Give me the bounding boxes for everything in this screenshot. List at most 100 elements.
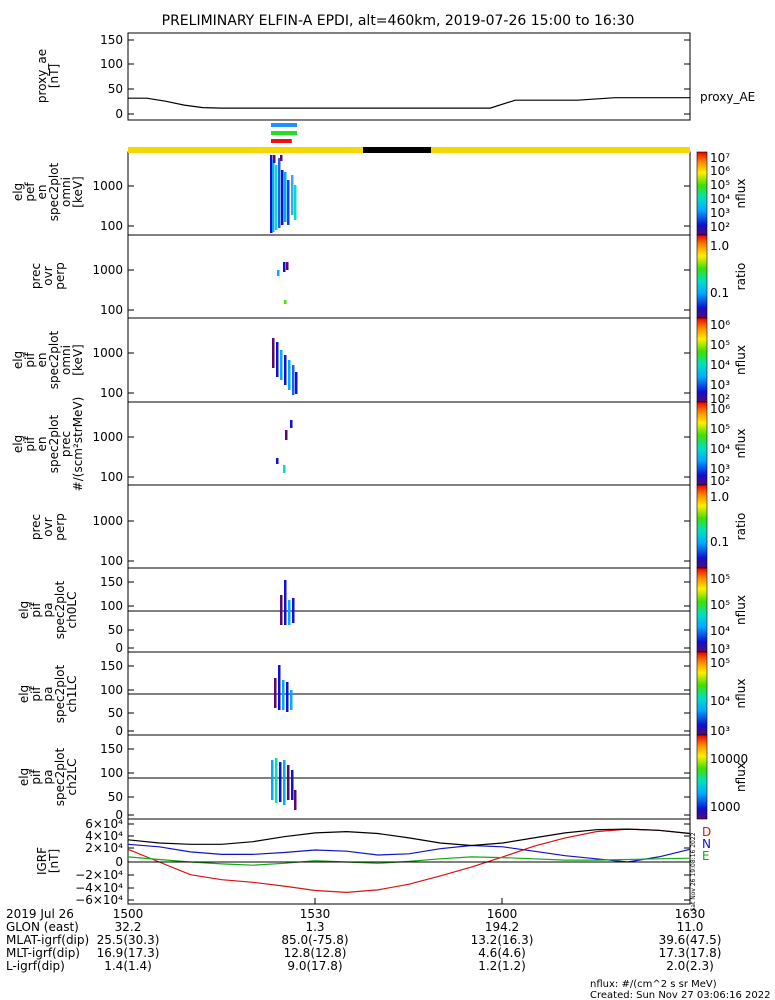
- row-value: 16.9(17.3): [97, 946, 160, 960]
- heatmap-cell: [277, 270, 280, 276]
- heatmap-cell: [284, 355, 287, 385]
- heatmap-cell: [280, 155, 283, 161]
- colorbar-title: nflux: [734, 429, 748, 459]
- panel-frame: [127, 401, 691, 486]
- heatmap-cell: [294, 185, 297, 220]
- panel-pef_omni: 1000100elgpefenspec2plotomni[keV]10⁷10⁶1…: [11, 151, 748, 236]
- y-tick-label: −2×10⁴: [75, 868, 123, 882]
- colorbar-tick-label: 10⁵: [710, 656, 730, 670]
- y-axis-label: elg: [11, 435, 25, 453]
- colorbar-tick-label: 1000: [710, 800, 741, 814]
- y-tick-label: 150: [100, 575, 123, 589]
- heatmap-cell: [282, 680, 285, 710]
- row-value: 1.4(1.4): [104, 959, 152, 973]
- y-axis-label: elg: [17, 685, 31, 703]
- units-note: nflux: #/(cm^2 s sr MeV): [590, 979, 717, 990]
- colorbar-tick-label: 10³: [710, 724, 730, 738]
- heatmap-cell: [276, 342, 279, 377]
- y-axis-label: pef: [23, 182, 37, 202]
- row-value: 4.6(4.6): [478, 946, 526, 960]
- y-tick-label: 100: [100, 219, 123, 233]
- colorbar-tick-label: 10⁶: [710, 402, 730, 416]
- x-tick-label: 1600: [487, 907, 518, 921]
- colorbar-tick-label: 10⁴: [710, 192, 730, 206]
- series-line-n: [127, 843, 691, 863]
- status-bars: [128, 123, 690, 153]
- row-value: 11.0: [677, 920, 704, 934]
- panel-frame: [127, 32, 691, 121]
- y-tick-label: 0: [115, 641, 123, 655]
- y-axis-label: [nT]: [47, 64, 61, 88]
- y-axis-label: elg: [11, 183, 25, 201]
- y-axis-label: elg: [17, 601, 31, 619]
- y-axis-label: ch2LC: [65, 759, 79, 796]
- y-axis-label: pif: [23, 436, 37, 452]
- colorbar-title: nflux: [734, 679, 748, 709]
- y-axis-label: spec2plot: [53, 664, 67, 723]
- colorbar: [696, 651, 708, 736]
- colorbar-tick-label: 10⁵: [710, 178, 730, 192]
- coverage-bar: [271, 123, 297, 127]
- y-tick-label: 1000: [92, 514, 123, 528]
- y-axis-label: pif: [29, 602, 43, 618]
- heatmap-cell: [288, 600, 291, 625]
- colorbar-tick-label: 10³: [710, 206, 730, 220]
- series-line-d: [127, 828, 691, 894]
- heatmap-cell: [286, 682, 289, 712]
- row-value: 85.0(-75.8): [281, 933, 348, 947]
- row-value: 12.8(12.8): [284, 946, 347, 960]
- panel-frame: [127, 317, 691, 403]
- row-label: GLON (east): [6, 920, 79, 934]
- y-tick-label: 4×10⁴: [85, 829, 123, 843]
- side-timestamp: Sat Nov 26 19:08:16 2022: [690, 832, 697, 911]
- colorbar: [696, 151, 708, 236]
- y-tick-label: 2×10⁴: [85, 841, 123, 855]
- y-axis-label: elg: [11, 351, 25, 369]
- colorbar-tick-label: 10⁵: [710, 572, 730, 586]
- colorbar: [696, 734, 708, 820]
- colorbar-tick-label: 0.1: [710, 535, 729, 549]
- colorbar-tick-label: 10⁴: [710, 694, 730, 708]
- heatmap-cell: [279, 762, 282, 802]
- y-tick-label: 1000: [92, 179, 123, 193]
- y-tick-label: 1000: [92, 263, 123, 277]
- y-axis-label: spec2plot: [47, 162, 61, 221]
- y-tick-label: 100: [100, 599, 123, 613]
- colorbar-title: nflux: [734, 595, 748, 625]
- colorbar-title: nflux: [734, 762, 748, 792]
- y-tick-label: 100: [100, 386, 123, 400]
- heatmap-cell: [278, 665, 281, 710]
- panel-frame: [127, 234, 691, 319]
- y-tick-label: 150: [100, 659, 123, 673]
- panel-frame: [127, 151, 691, 236]
- heatmap-cell: [290, 690, 293, 710]
- y-tick-label: 100: [100, 554, 123, 568]
- heatmap-cell: [285, 430, 288, 440]
- row-label: L-igrf(dip): [6, 959, 65, 973]
- panel-proxy_ae: 150 100 50 0 proxy_ae[nT] proxy_AE: [35, 32, 755, 121]
- heatmap-cell: [281, 170, 284, 225]
- heatmap-cell: [287, 765, 290, 800]
- colorbar: [696, 234, 708, 319]
- y-axis-label: [nT]: [47, 849, 61, 873]
- y-axis-label: pif: [29, 686, 43, 702]
- y-axis-label: prec: [29, 514, 43, 540]
- colorbar-title: ratio: [734, 513, 748, 541]
- colorbar-tick-label: 10⁵: [710, 422, 730, 436]
- panel-frame: [127, 734, 691, 820]
- created-note: Created: Sun Nov 27 03:06:16 2022: [590, 990, 770, 1000]
- y-tick-label: 50: [108, 82, 123, 96]
- legend-entry: proxy_AE: [700, 90, 755, 104]
- x-tick-label: 1530: [300, 907, 331, 921]
- heatmap-cell: [280, 595, 283, 625]
- y-axis-label: elg: [17, 768, 31, 786]
- colorbar-tick-label: 10000: [710, 752, 748, 766]
- y-tick-label: 0: [115, 808, 123, 822]
- colorbar-tick-label: 10³: [710, 378, 730, 392]
- colorbar-tick-label: 10⁴: [710, 442, 730, 456]
- y-tick-label: 150: [100, 33, 123, 47]
